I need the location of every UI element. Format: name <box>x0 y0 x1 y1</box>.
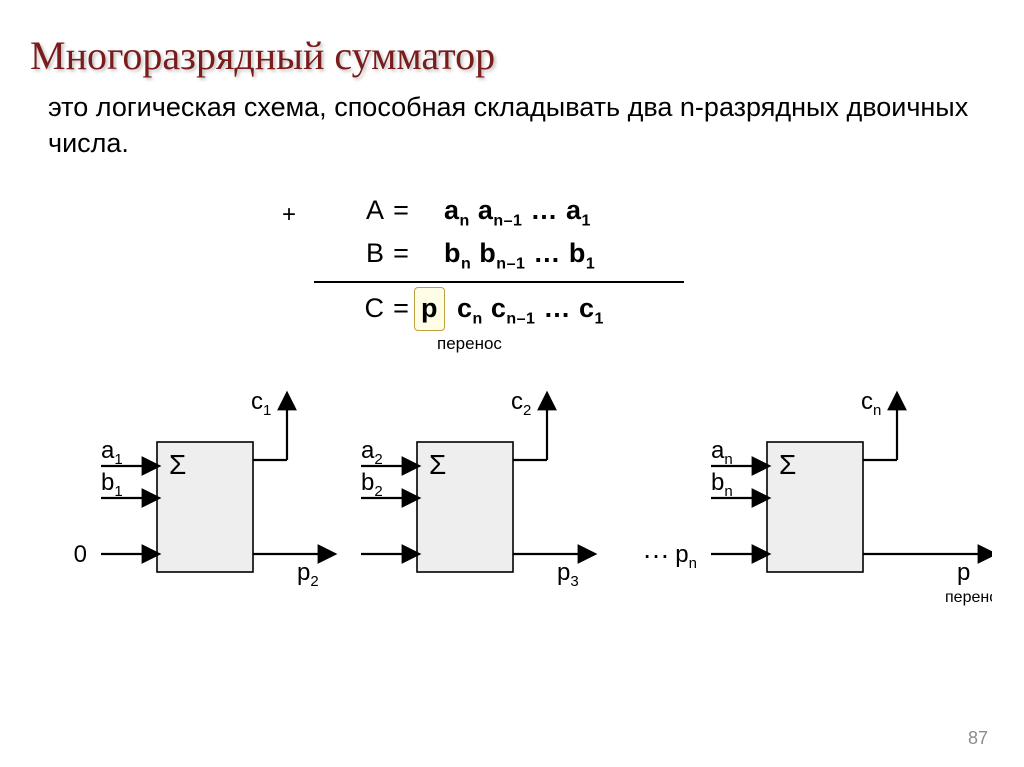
formula-B-lhs: B <box>318 233 388 275</box>
svg-text:b1: b1 <box>101 469 123 500</box>
subtitle: это логическая схема, способная складыва… <box>48 89 994 162</box>
svg-text:c2: c2 <box>511 388 531 419</box>
formula-A-rhs: an an–1 … a1 <box>444 190 591 234</box>
formula-A-lhs: A <box>318 190 388 232</box>
svg-text:cn: cn <box>861 388 881 419</box>
formula-B-rhs: bn bn–1 … b1 <box>444 233 595 277</box>
formula-C-rhs: p cn cn–1 … c1 <box>414 287 604 332</box>
svg-text:p2: p2 <box>297 559 319 590</box>
svg-text:a1: a1 <box>101 437 123 468</box>
svg-text:перенос: перенос <box>945 589 992 606</box>
page-number: 87 <box>968 728 988 749</box>
svg-text:bn: bn <box>711 469 733 500</box>
svg-text:Σ: Σ <box>779 449 796 480</box>
formula-C-lhs: C <box>318 288 388 330</box>
svg-text:0: 0 <box>74 541 87 568</box>
svg-text:p: p <box>957 559 970 586</box>
svg-text:p3: p3 <box>557 559 579 590</box>
svg-text:pn: pn <box>675 541 697 572</box>
svg-text:Σ: Σ <box>169 449 186 480</box>
svg-text:…: … <box>642 533 670 564</box>
svg-text:b2: b2 <box>361 469 383 500</box>
svg-text:c1: c1 <box>251 388 271 419</box>
adder-diagram: Σa1b1 0 c1 p2 Σa2b2 c2 p3 Σanbn pn cn p перенос … <box>32 387 992 637</box>
plus-sign: + <box>282 196 318 233</box>
svg-text:an: an <box>711 437 733 468</box>
page-title: Многоразрядный сумматор <box>30 32 994 79</box>
formula-divider <box>314 281 684 283</box>
formula-block: A = an an–1 … a1 + B = bn bn–1 … b1 C = … <box>282 190 742 357</box>
svg-text:Σ: Σ <box>429 449 446 480</box>
svg-text:a2: a2 <box>361 437 383 468</box>
carry-label: перенос <box>437 331 742 357</box>
